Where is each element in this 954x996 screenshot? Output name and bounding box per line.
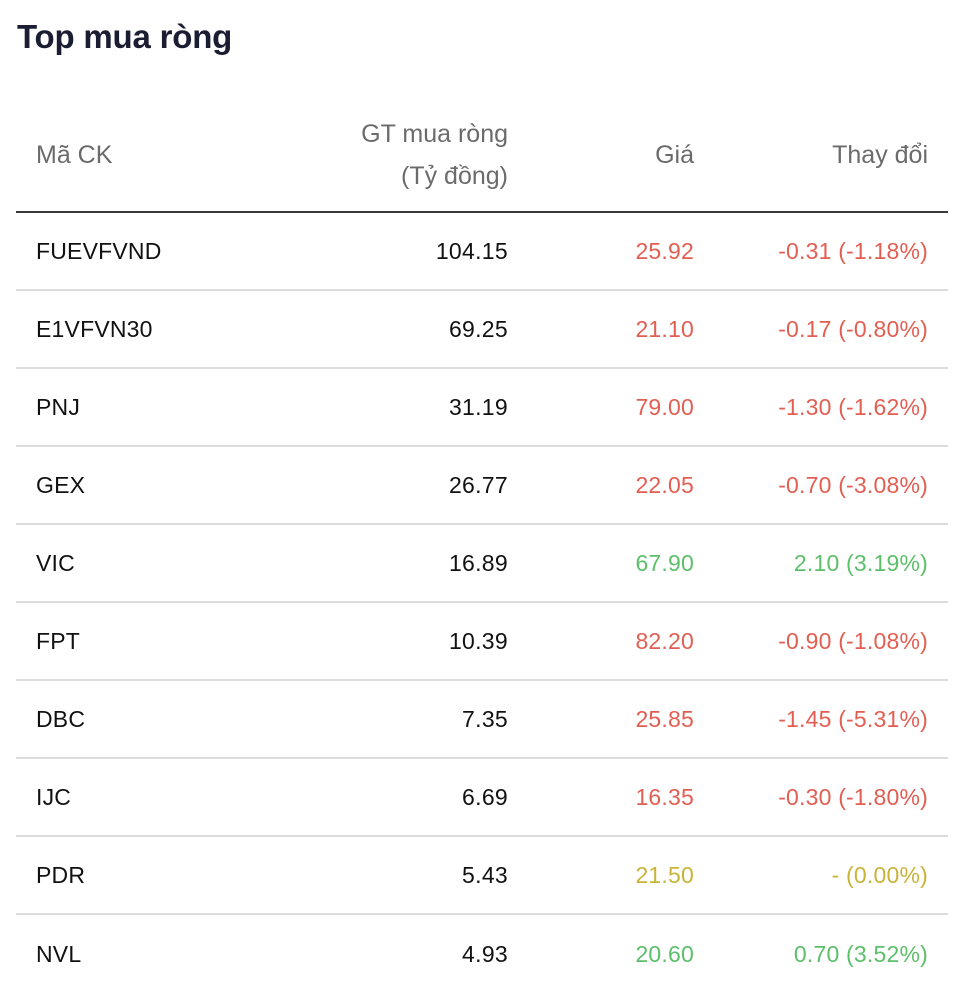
header-net-buy-value: GT mua ròng (Tỷ đồng) [361,99,508,211]
row-net-buy-value: 16.89 [448,549,508,576]
row-price: 79.00 [635,393,694,420]
row-symbol[interactable]: NVL [36,940,82,967]
table-row[interactable]: GEX 26.77 22.05 -0.70 (-3.08%) [16,447,948,525]
row-net-buy-value: 10.39 [448,627,508,654]
row-symbol[interactable]: DBC [36,705,86,732]
row-change: 2.10 (3.19%) [793,549,928,576]
table-row[interactable]: VIC 16.89 67.90 2.10 (3.19%) [16,525,948,603]
table-row[interactable]: E1VFVN30 69.25 21.10 -0.17 (-0.80%) [16,291,948,369]
row-change: -0.30 (-1.80%) [778,783,928,810]
row-net-buy-value: 69.25 [448,315,508,342]
row-net-buy-value: 31.19 [448,393,508,420]
row-symbol[interactable]: VIC [36,549,75,576]
net-buy-table: Mã CK GT mua ròng (Tỷ đồng) Giá Thay đổi… [16,99,948,993]
row-symbol[interactable]: FPT [36,627,81,654]
row-net-buy-value: 104.15 [435,237,508,264]
table-row[interactable]: NVL 4.93 20.60 0.70 (3.52%) [16,915,948,993]
table-row[interactable]: FPT 10.39 82.20 -0.90 (-1.08%) [16,603,948,681]
row-change: -0.17 (-0.80%) [778,315,928,342]
row-change: - (0.00%) [831,861,928,888]
table-header: Mã CK GT mua ròng (Tỷ đồng) Giá Thay đổi [16,99,948,213]
header-net-buy-value-line2: (Tỷ đồng) [401,162,508,190]
table-row[interactable]: IJC 6.69 16.35 -0.30 (-1.80%) [16,759,948,837]
row-price: 22.05 [635,471,694,498]
row-change: -0.31 (-1.18%) [778,237,928,264]
row-net-buy-value: 4.93 [462,940,508,967]
row-price: 21.10 [635,315,694,342]
header-symbol: Mã CK [36,140,113,169]
row-symbol[interactable]: FUEVFVND [36,237,162,264]
row-change: -0.70 (-3.08%) [778,471,928,498]
row-price: 25.85 [635,705,694,732]
row-price: 21.50 [635,861,694,888]
row-symbol[interactable]: E1VFVN30 [36,315,153,342]
row-price: 16.35 [635,783,694,810]
row-price: 20.60 [635,940,694,967]
header-change: Thay đổi [832,140,928,169]
table-row[interactable]: FUEVFVND 104.15 25.92 -0.31 (-1.18%) [16,213,948,291]
row-price: 25.92 [635,237,694,264]
header-price: Giá [655,140,694,169]
row-net-buy-value: 6.69 [462,783,508,810]
row-price: 67.90 [635,549,694,576]
row-symbol[interactable]: GEX [36,471,86,498]
row-price: 82.20 [635,627,694,654]
row-symbol[interactable]: IJC [36,783,72,810]
row-change: -0.90 (-1.08%) [778,627,928,654]
row-change: -1.45 (-5.31%) [778,705,928,732]
row-symbol[interactable]: PNJ [36,393,81,420]
table-body: FUEVFVND 104.15 25.92 -0.31 (-1.18%) E1V… [16,213,948,993]
table-row[interactable]: PDR 5.43 21.50 - (0.00%) [16,837,948,915]
row-change: 0.70 (3.52%) [793,940,928,967]
row-net-buy-value: 7.35 [462,705,508,732]
row-net-buy-value: 26.77 [448,471,508,498]
row-net-buy-value: 5.43 [462,861,508,888]
table-row[interactable]: DBC 7.35 25.85 -1.45 (-5.31%) [16,681,948,759]
header-net-buy-value-line1: GT mua ròng [361,120,508,148]
row-symbol[interactable]: PDR [36,861,86,888]
row-change: -1.30 (-1.62%) [778,393,928,420]
table-row[interactable]: PNJ 31.19 79.00 -1.30 (-1.62%) [16,369,948,447]
panel-title: Top mua ròng [17,18,233,55]
